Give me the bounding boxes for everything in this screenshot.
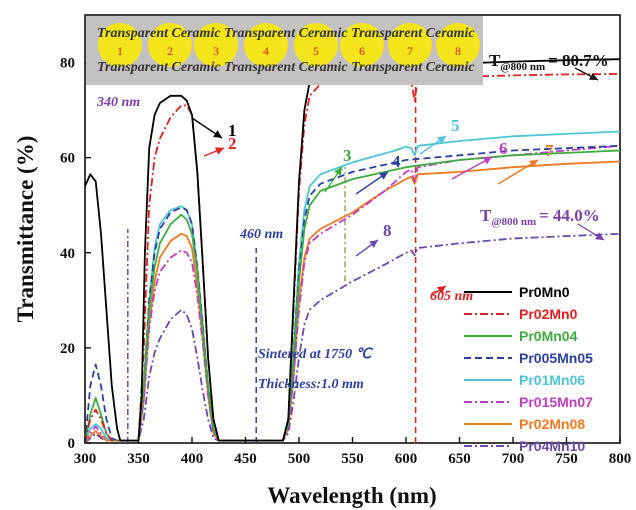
x-tick-label: 450 [234, 451, 257, 467]
x-tick-label: 650 [448, 451, 471, 467]
callout-arrowhead-2 [215, 147, 224, 155]
legend-label: Pr0Mn04 [519, 328, 578, 344]
ceramic-disk-label: 4 [263, 44, 269, 58]
arrow-605nm-head [437, 286, 446, 294]
ceramic-disk-label: 6 [359, 44, 365, 58]
callout-label-8: 8 [383, 221, 392, 240]
ceramic-disk-label: 2 [167, 44, 173, 58]
callout-arrowhead-6 [483, 157, 492, 165]
callout-arrowhead-7 [529, 160, 538, 168]
guide-lines [127, 81, 417, 443]
legend-label: Pr01Mn06 [519, 372, 585, 388]
callout-label-1: 1 [228, 121, 237, 140]
ceramic-disk-label: 5 [313, 44, 319, 58]
ceramic-disk-label: 3 [213, 44, 219, 58]
inset-photo-text-bottom: Transparent Ceramic Transparent Ceramic … [97, 60, 475, 75]
callout-label-2: 2 [228, 134, 237, 153]
annotation-t800-top: T@800 nm = 80.7% [489, 51, 609, 73]
inset-photo: 1 2 3 4 5 6 7 8 Transparent Ceramic Transparent… [86, 16, 483, 85]
x-tick-label: 800 [609, 451, 632, 467]
ceramic-disk [436, 23, 480, 67]
x-tick-label: 350 [127, 451, 150, 467]
axes: 300 350 400 450 500 550 600 650 700 750 800 0 20 40 60… [60, 56, 631, 467]
y-tick-label: 0 [68, 436, 76, 452]
ceramic-disk-label: 7 [407, 44, 413, 58]
y-tick-label: 60 [60, 151, 75, 167]
annotation-sintered: Sintered at 1750 ℃ [258, 347, 374, 362]
ceramic-disk [294, 23, 338, 67]
annotation-460nm: 460 nm [239, 227, 283, 242]
y-tick-label: 80 [60, 56, 75, 72]
callout-label-3: 3 [343, 146, 352, 165]
y-tick-label: 20 [60, 341, 75, 357]
x-axis-title: Wavelength (nm) [267, 483, 436, 508]
callout-label-5: 5 [451, 116, 460, 135]
legend-label: Pr02Mn08 [519, 416, 585, 432]
ceramic-disk [244, 23, 288, 67]
callout-label-6: 6 [499, 139, 508, 158]
callouts: 12 3 4 5 6 7 8 [191, 67, 605, 296]
legend-label: Pr04Mn10 [519, 438, 585, 454]
ceramic-disk-label: 1 [117, 44, 123, 58]
ceramic-disk [388, 23, 432, 67]
ceramic-disk-label: 8 [455, 44, 461, 58]
x-tick-label: 600 [395, 451, 418, 467]
y-tick-label: 40 [60, 246, 75, 262]
callout-arrowhead-1 [213, 130, 222, 138]
callout-label-7: 7 [545, 141, 554, 160]
ceramic-disks: 1 2 3 4 5 6 7 8 [98, 23, 480, 67]
x-tick-label: 400 [181, 451, 204, 467]
legend-label: Pr02Mn0 [519, 306, 578, 322]
ceramic-disk [194, 23, 238, 67]
ceramic-disk [98, 23, 142, 67]
x-tick-label: 700 [502, 451, 525, 467]
legend-label: Pr005Mn05 [519, 350, 593, 366]
callout-arrowhead-8 [369, 240, 378, 248]
legend-label: Pr015Mn07 [519, 394, 593, 410]
callout-arrowhead-5 [437, 136, 446, 144]
y-axis-title: Transmittance (%) [13, 136, 38, 323]
annotation-605nm: 605 nm [430, 289, 473, 304]
x-tick-label: 750 [555, 451, 578, 467]
callout-label-4: 4 [392, 152, 401, 171]
annotation-thickness: Thickness:1.0 mm [258, 377, 364, 392]
callout-arrowhead-4 [379, 172, 388, 180]
arrow-t800-bottom-head [595, 232, 604, 240]
annotation-340nm: 340 nm [96, 95, 140, 110]
legend-label: Pr0Mn0 [519, 284, 570, 300]
x-tick-label: 550 [341, 451, 364, 467]
callout-arrowhead-3 [334, 167, 342, 176]
x-tick-label: 500 [288, 451, 311, 467]
annotation-t800-bottom: T@800 nm = 44.0% [480, 206, 600, 228]
series-line-pr04mn10 [84, 232, 621, 444]
arrow-t800-top-head [589, 72, 598, 80]
ceramic-disk [340, 23, 384, 67]
ceramic-disk [148, 23, 192, 67]
inset-photo-text-top: Transparent Ceramic Transparent Ceramic … [97, 26, 475, 41]
legend: Pr0Mn0 Pr02Mn0 Pr0Mn04 Pr005Mn05 Pr01Mn06 Pr0… [464, 284, 593, 454]
x-tick-label: 300 [74, 451, 97, 467]
